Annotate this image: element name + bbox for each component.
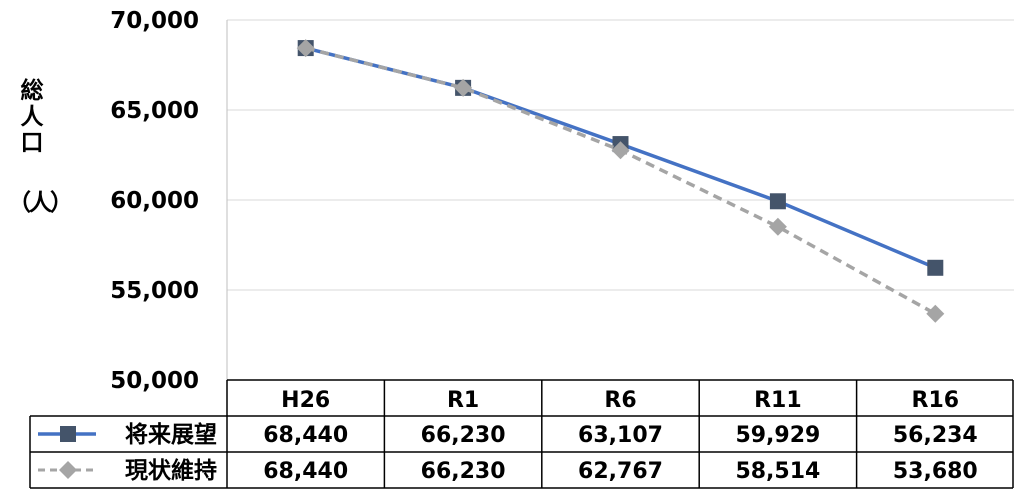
x-category-label: R16: [912, 388, 960, 413]
y-tick-label: 50,000: [110, 368, 199, 394]
data-table-value: 68,440: [263, 423, 348, 448]
data-table-value: 68,440: [263, 459, 348, 484]
grid-lines: [227, 19, 1014, 291]
y-axis-label: 総人口 （人）: [8, 78, 73, 216]
series-line: [305, 46, 937, 316]
data-table-value: 66,230: [421, 459, 506, 484]
data-point: [296, 39, 315, 58]
y-axis-ticks: 50,000 55,000 60,000 65,000 70,000: [110, 8, 199, 394]
data-table: H26 R1 R6 R11 R16 将来展望 68,440 66,230 63,107 59,92…: [29, 379, 1014, 489]
legend-key-1: [38, 426, 96, 442]
data-point: [768, 217, 787, 236]
series-group: [296, 39, 945, 323]
legend-label: 現状維持: [125, 457, 217, 484]
y-tick-label: 60,000: [110, 188, 199, 214]
legend-marker: [60, 426, 76, 442]
x-category-label: R1: [447, 388, 479, 413]
data-table-value: 63,107: [578, 423, 663, 448]
x-category-label: R11: [754, 388, 802, 413]
x-category-label: H26: [281, 388, 330, 413]
legend-marker: [59, 461, 77, 479]
legend-key-2: [38, 461, 96, 479]
data-table-value: 62,767: [578, 459, 663, 484]
data-point: [927, 259, 944, 276]
data-point: [454, 78, 473, 97]
data-table-value: 58,514: [735, 459, 820, 484]
x-category-label: R6: [604, 388, 636, 413]
data-point: [611, 141, 630, 160]
y-tick-label: 65,000: [110, 98, 199, 124]
data-table-value: 59,929: [735, 423, 820, 448]
series-2: [296, 39, 945, 323]
y-tick-label: 55,000: [110, 278, 199, 304]
data-point: [926, 304, 945, 323]
y-axis-title: 総人口: [20, 78, 44, 156]
y-tick-label: 70,000: [110, 8, 199, 34]
data-point: [769, 193, 786, 210]
legend-label: 将来展望: [125, 422, 217, 448]
data-table-value: 56,234: [893, 423, 978, 448]
data-table-value: 53,680: [893, 459, 978, 484]
data-table-value: 66,230: [421, 423, 506, 448]
